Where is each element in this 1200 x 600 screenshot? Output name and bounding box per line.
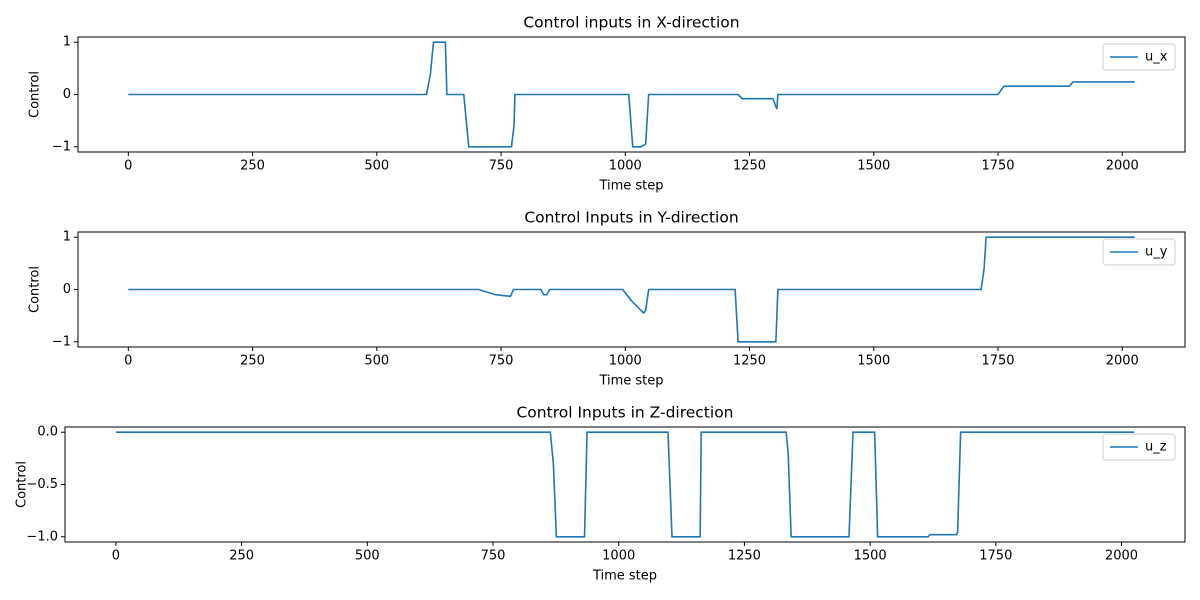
x-tick-label: 250 — [240, 354, 265, 369]
x-tick-label: 0 — [124, 354, 132, 369]
axes-frame — [77, 36, 1186, 153]
x-tick-label: 250 — [229, 549, 254, 564]
x-tick-label: 1500 — [857, 159, 890, 174]
x-tick-label: 750 — [489, 159, 514, 174]
legend-box — [1102, 43, 1176, 71]
x-axis-label: Time step — [598, 179, 663, 194]
subplot: Control inputs in X-direction 0 250 500 750 1… — [28, 14, 1186, 194]
x-tick-label: 1500 — [857, 354, 890, 369]
x-tick-label: 1250 — [728, 549, 761, 564]
y-axis-label: Control — [28, 266, 43, 313]
subplot: Control Inputs in Y-direction 0 250 500 750 1… — [28, 209, 1186, 389]
x-tick-label: 2000 — [1106, 159, 1139, 174]
series-line — [128, 236, 1135, 343]
y-tick-label: −1 — [52, 139, 71, 154]
subplot-title: Control Inputs in Y-direction — [524, 209, 738, 227]
y-tick-label: −0.5 — [26, 477, 58, 492]
subplot-title: Control Inputs in Z-direction — [516, 404, 733, 422]
y-tick-label: 1 — [63, 35, 71, 50]
x-tick-label: 500 — [364, 354, 389, 369]
x-tick-label: 1750 — [979, 549, 1012, 564]
x-tick-label: 500 — [355, 549, 380, 564]
x-tick-label: 1000 — [602, 549, 635, 564]
x-tick-label: 750 — [481, 549, 506, 564]
subplot: Control Inputs in Z-direction 0 250 500 750 1… — [15, 404, 1186, 584]
x-tick-label: 0 — [112, 549, 120, 564]
y-tick-label: 0 — [63, 87, 71, 102]
x-tick-label: 2000 — [1105, 549, 1138, 564]
x-tick-label: 1250 — [733, 159, 766, 174]
series-line — [128, 41, 1135, 148]
x-tick-label: 1750 — [981, 354, 1014, 369]
y-tick-label: −1.0 — [26, 529, 58, 544]
legend-label: u_y — [1145, 245, 1168, 260]
x-tick-label: 1500 — [854, 549, 887, 564]
y-axis-label: Control — [15, 461, 30, 508]
y-tick-label: 0.0 — [37, 425, 58, 440]
legend-box — [1102, 433, 1176, 461]
x-tick-label: 0 — [124, 159, 132, 174]
x-tick-label: 1750 — [981, 159, 1014, 174]
x-tick-label: 1000 — [609, 159, 642, 174]
x-tick-label: 2000 — [1106, 354, 1139, 369]
y-tick-label: −1 — [52, 334, 71, 349]
x-axis-label: Time step — [592, 569, 657, 584]
subplot-title: Control inputs in X-direction — [523, 14, 739, 32]
legend-label: u_x — [1145, 50, 1168, 65]
legend-box — [1102, 238, 1176, 266]
series-line — [115, 431, 1135, 538]
x-tick-label: 750 — [489, 354, 514, 369]
x-axis-label: Time step — [598, 374, 663, 389]
x-tick-label: 500 — [364, 159, 389, 174]
axes-frame — [77, 231, 1186, 348]
x-tick-label: 1250 — [733, 354, 766, 369]
x-tick-label: 250 — [240, 159, 265, 174]
y-axis-label: Control — [28, 71, 43, 118]
x-tick-label: 1000 — [609, 354, 642, 369]
y-tick-label: 0 — [63, 282, 71, 297]
axes-frame — [64, 426, 1186, 543]
legend-label: u_z — [1145, 440, 1167, 455]
y-tick-label: 1 — [63, 230, 71, 245]
